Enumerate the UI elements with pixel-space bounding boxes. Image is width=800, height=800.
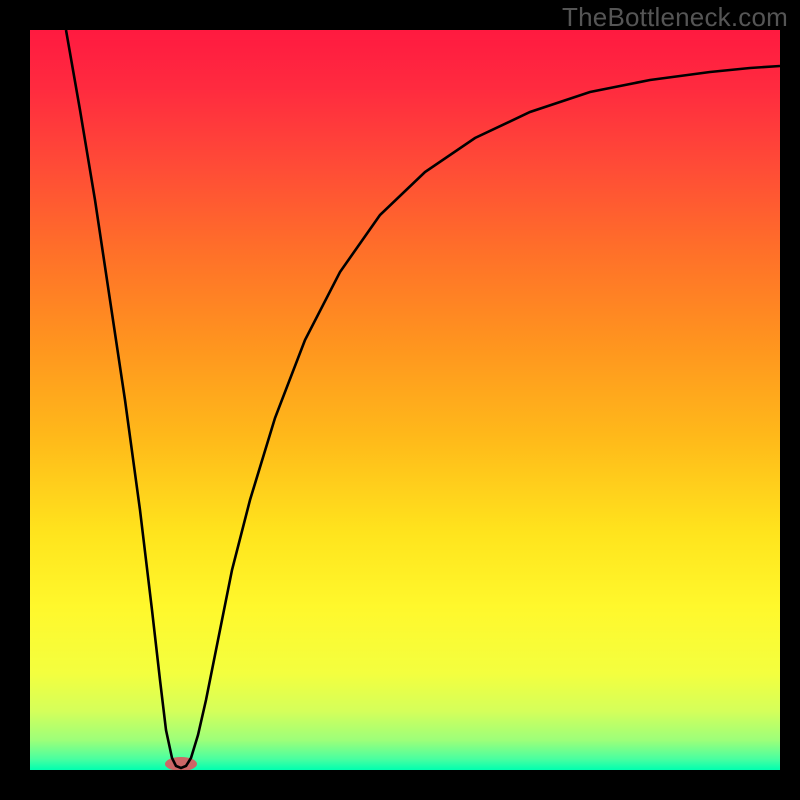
plot-area [30,30,780,770]
chart-container: TheBottleneck.com [0,0,800,800]
bottleneck-chart [0,0,800,800]
